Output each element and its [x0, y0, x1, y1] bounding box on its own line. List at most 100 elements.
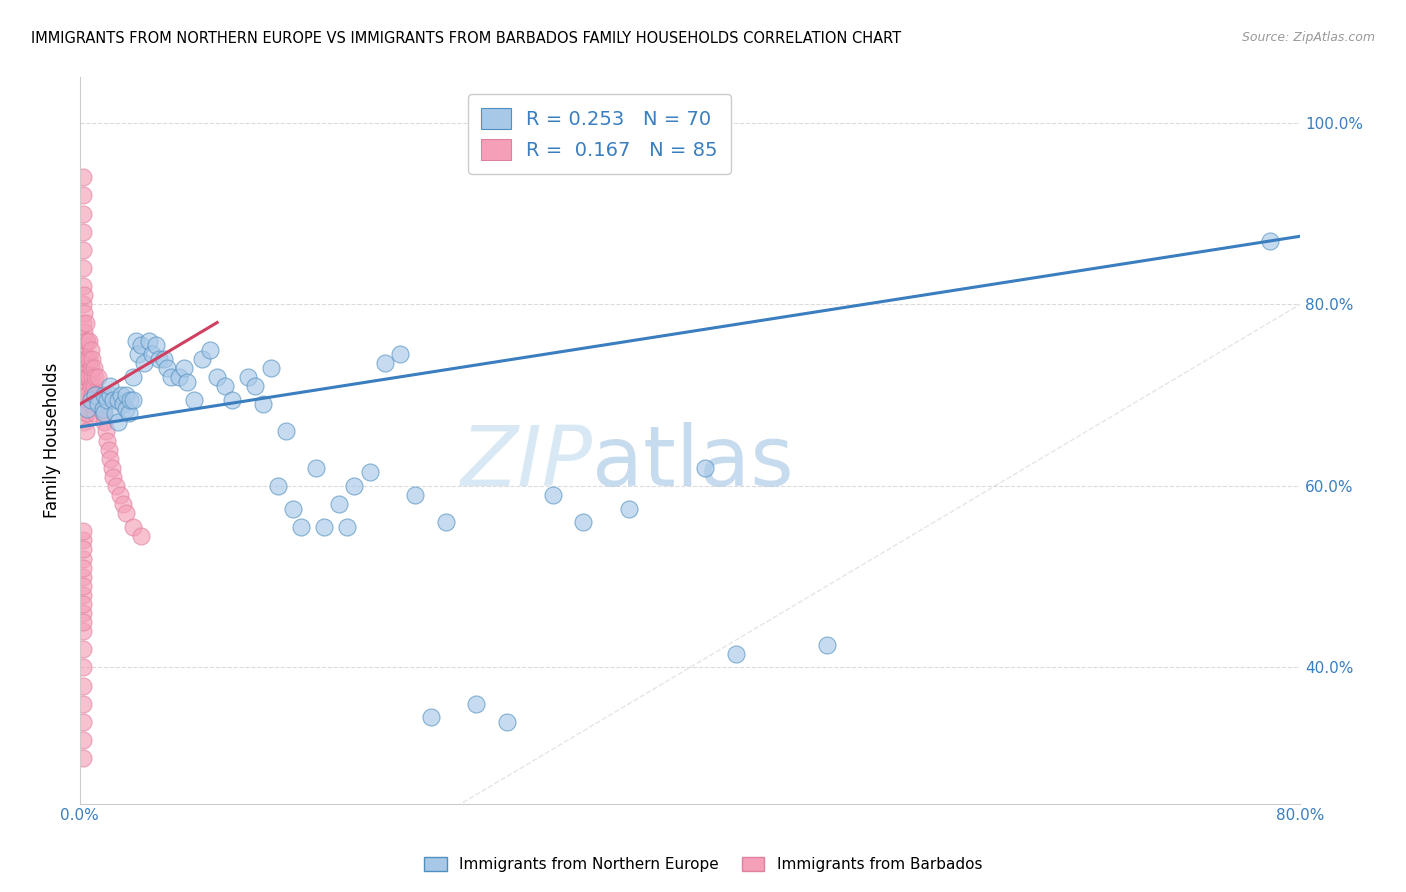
Point [79, 397, 101, 411]
Point [72, 660, 94, 674]
Point [73, 325, 96, 339]
Point [274, 425, 297, 439]
Point [73, 288, 96, 302]
Point [79, 343, 101, 357]
Point [84, 388, 107, 402]
Point [77, 351, 100, 366]
Point [72, 679, 94, 693]
Point [374, 356, 396, 370]
Point [72, 714, 94, 729]
Point [76, 370, 98, 384]
Legend: R = 0.253   N = 70, R =  0.167   N = 85: R = 0.253 N = 70, R = 0.167 N = 85 [468, 95, 731, 174]
Point [79, 360, 101, 375]
Point [79, 392, 101, 407]
Point [83, 360, 105, 375]
Point [75, 316, 97, 330]
Point [389, 347, 412, 361]
Point [72, 388, 94, 402]
Point [72, 334, 94, 348]
Point [695, 460, 717, 475]
Point [93, 388, 115, 402]
Point [73, 343, 96, 357]
Point [156, 360, 179, 375]
Point [176, 375, 198, 389]
Point [75, 406, 97, 420]
Point [132, 356, 155, 370]
Point [129, 529, 152, 543]
Point [77, 370, 100, 384]
Point [87, 397, 110, 411]
Point [496, 714, 519, 729]
Point [93, 406, 115, 420]
Point [72, 316, 94, 330]
Point [110, 388, 132, 402]
Point [100, 388, 122, 402]
Point [148, 351, 170, 366]
Point [101, 460, 124, 475]
Point [75, 351, 97, 366]
Point [96, 392, 118, 407]
Point [617, 501, 640, 516]
Point [183, 392, 205, 407]
Point [84, 388, 107, 402]
Point [122, 520, 145, 534]
Point [73, 416, 96, 430]
Point [72, 570, 94, 584]
Text: Source: ZipAtlas.com: Source: ZipAtlas.com [1241, 31, 1375, 45]
Point [91, 406, 114, 420]
Point [72, 697, 94, 711]
Point [160, 370, 183, 384]
Point [167, 370, 190, 384]
Point [111, 497, 134, 511]
Point [89, 397, 111, 411]
Point [73, 379, 96, 393]
Point [141, 347, 163, 361]
Point [76, 334, 98, 348]
Point [73, 360, 96, 375]
Point [114, 401, 136, 416]
Point [118, 406, 141, 420]
Point [108, 488, 131, 502]
Point [103, 470, 125, 484]
Text: ZIP: ZIP [460, 422, 592, 503]
Point [205, 370, 228, 384]
Point [105, 479, 128, 493]
Point [79, 379, 101, 393]
Point [76, 401, 98, 416]
Point [1258, 234, 1281, 248]
Point [72, 560, 94, 574]
Point [80, 388, 103, 402]
Point [72, 206, 94, 220]
Point [72, 261, 94, 276]
Point [75, 370, 97, 384]
Point [114, 388, 136, 402]
Point [100, 379, 122, 393]
Point [75, 334, 97, 348]
Text: IMMIGRANTS FROM NORTHERN EUROPE VS IMMIGRANTS FROM BARBADOS FAMILY HOUSEHOLDS CO: IMMIGRANTS FROM NORTHERN EUROPE VS IMMIG… [31, 31, 901, 46]
Point [259, 360, 281, 375]
Point [91, 401, 114, 416]
Point [83, 379, 105, 393]
Point [419, 710, 441, 724]
Point [72, 733, 94, 747]
Point [122, 392, 145, 407]
Point [114, 506, 136, 520]
Point [77, 334, 100, 348]
Point [221, 392, 243, 407]
Point [312, 520, 335, 534]
Point [252, 397, 274, 411]
Point [93, 416, 115, 430]
Point [815, 638, 838, 652]
Point [125, 334, 148, 348]
Point [72, 170, 94, 185]
Point [465, 697, 488, 711]
Point [214, 379, 236, 393]
Point [129, 338, 152, 352]
Point [72, 533, 94, 548]
Point [80, 370, 103, 384]
Point [96, 434, 118, 448]
Y-axis label: Family Households: Family Households [44, 363, 60, 518]
Point [72, 606, 94, 620]
Point [145, 338, 167, 352]
Point [72, 243, 94, 257]
